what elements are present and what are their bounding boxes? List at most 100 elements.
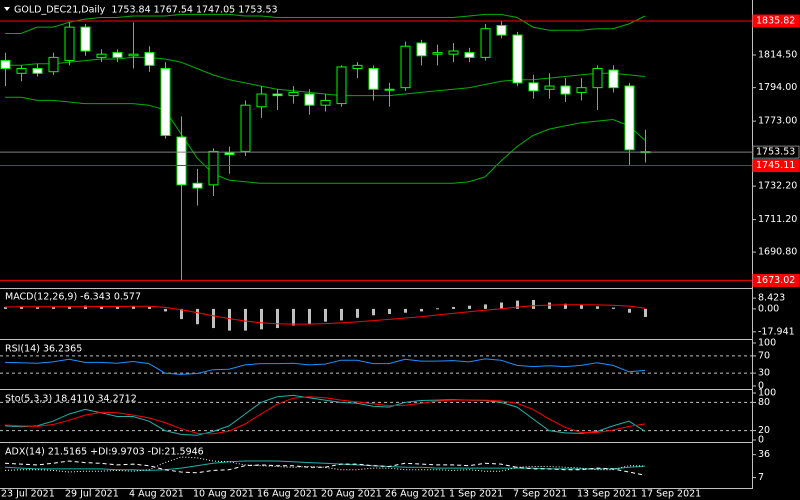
histogram-bar [580,305,583,309]
candle-body [288,91,299,97]
price-level-box [752,273,800,287]
candle-body [160,68,171,136]
x-tick-label: 16 Aug 2021 [257,489,318,500]
candle-body [144,52,155,66]
indicator-line [5,13,646,34]
histogram-bar [148,306,151,309]
y-tick-label: 20 [758,425,770,436]
histogram-bar [52,307,55,309]
histogram-bar [100,305,103,309]
indicator-line [4,304,646,325]
histogram-bar [180,308,183,320]
candle-body [0,60,11,70]
y-tick-label: 1732.20 [758,181,797,192]
x-tick-label: 13 Sep 2021 [577,489,637,500]
histogram-bar [468,305,471,309]
candle-body [480,28,491,58]
y-tick-label: 8.423 [758,293,785,304]
y-tick-label: 70 [758,350,770,361]
candle-body [432,52,443,55]
price-level-box [752,14,800,28]
x-tick-label: 26 Aug 2021 [385,489,446,500]
x-tick-label: 23 Jul 2021 [1,489,55,500]
histogram-bar [228,308,231,331]
histogram-bar [484,304,487,309]
candle-body [608,69,619,89]
candle-body [368,68,379,90]
indicator-line [4,396,646,435]
indicator-line [4,358,646,375]
histogram-bar [452,306,455,309]
y-tick-label: 1690.80 [758,247,797,258]
histogram-bar [564,303,567,309]
candle-body [448,50,459,55]
histogram-bar [84,305,87,309]
candle-body [576,87,587,93]
indicator-line [5,56,646,97]
histogram-bar [628,308,631,313]
y-tick-label: 36 [758,449,770,460]
x-tick-label: 17 Sep 2021 [641,489,701,500]
candle-body [272,93,283,97]
candle-body [528,82,539,92]
histogram-bar [276,308,279,329]
y-tick-label: 0.00 [758,303,779,314]
histogram-bar [356,308,359,318]
price-level-label: 1753.53 [756,147,795,158]
histogram-bar [436,308,439,310]
candle-body [464,52,475,58]
candle-body [48,56,59,73]
price-level-label: 1835.82 [756,16,795,27]
histogram-bar [212,308,215,329]
candle-body [320,99,331,106]
price-level-box [752,145,800,159]
candle-body [384,88,395,91]
panel-title: ADX(14) 21.5165 +DI:9.9703 -DI:21.5946 [5,447,204,458]
candle-body [592,68,603,89]
candle-body [624,85,635,151]
histogram-bar [516,300,519,309]
price-level-label: 1745.11 [756,160,795,171]
histogram-bar [612,307,615,309]
histogram-bar [68,306,71,309]
histogram-bar [340,308,343,321]
y-tick-label: 0 [758,435,764,446]
candle-body [224,152,235,156]
candle-body [64,26,75,62]
y-tick-label: 7 [758,472,764,483]
histogram-bar [36,307,39,309]
candle-body [112,52,123,58]
panel-title: GOLD_DEC21,Daily 1753.84 1767.54 1747.05… [14,5,278,16]
price-level-box [752,159,800,173]
x-tick-label: 29 Jul 2021 [65,489,119,500]
x-tick-label: 4 Aug 2021 [129,489,184,500]
y-tick-label: 1711.20 [758,214,797,225]
candle-body [400,45,411,89]
indicator-line [4,394,646,436]
candle-body [192,182,203,189]
histogram-bar [260,308,263,330]
histogram-bar [308,308,311,325]
indicator-line [5,96,646,184]
candle-body [256,93,267,108]
histogram-bar [196,308,199,325]
candle-body [496,25,507,36]
histogram-bar [532,299,535,309]
y-tick-label: 0 [758,381,764,392]
candle-body [416,42,427,57]
histogram-bar [292,308,295,326]
histogram-bar [244,308,247,331]
x-tick-label: 1 Sep 2021 [449,489,503,500]
candle-body [208,150,219,186]
indicator-line [4,460,646,471]
panel-title: Sto(5,3,3) 18.4110 34.2712 [5,394,137,405]
histogram-bar [164,308,167,312]
candle-body [304,93,315,106]
menu-triangle[interactable] [4,7,10,11]
y-tick-label: 30 [758,368,770,379]
histogram-bar [596,306,599,309]
candle-body [32,68,43,74]
